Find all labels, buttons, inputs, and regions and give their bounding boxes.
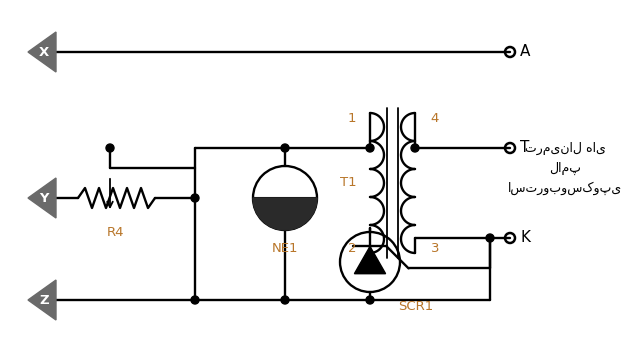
Circle shape (106, 144, 114, 152)
Polygon shape (354, 246, 385, 274)
Circle shape (366, 296, 374, 304)
Text: SCR1: SCR1 (398, 300, 433, 313)
Circle shape (281, 144, 289, 152)
Text: 3: 3 (431, 242, 439, 254)
Polygon shape (28, 32, 56, 72)
Text: R4: R4 (106, 226, 124, 239)
Text: ترمینال های: ترمینال های (525, 141, 605, 155)
Text: استروبوسکوپی: استروبوسکوپی (508, 181, 622, 195)
Text: 2: 2 (348, 242, 356, 254)
Text: 4: 4 (431, 111, 439, 125)
Polygon shape (28, 178, 56, 218)
Circle shape (191, 296, 199, 304)
Text: لامپ: لامپ (549, 162, 581, 174)
Polygon shape (253, 198, 317, 230)
Text: T: T (520, 141, 530, 156)
Circle shape (281, 296, 289, 304)
Text: T1: T1 (340, 177, 356, 190)
Text: NE1: NE1 (272, 242, 298, 255)
Polygon shape (28, 280, 56, 320)
Text: K: K (520, 230, 530, 245)
Text: Y: Y (39, 192, 49, 205)
Text: 1: 1 (348, 111, 356, 125)
Text: A: A (520, 45, 530, 59)
Circle shape (486, 234, 494, 242)
Text: X: X (39, 45, 50, 59)
Circle shape (411, 144, 419, 152)
Text: Z: Z (39, 294, 49, 306)
Circle shape (191, 194, 199, 202)
Circle shape (366, 144, 374, 152)
